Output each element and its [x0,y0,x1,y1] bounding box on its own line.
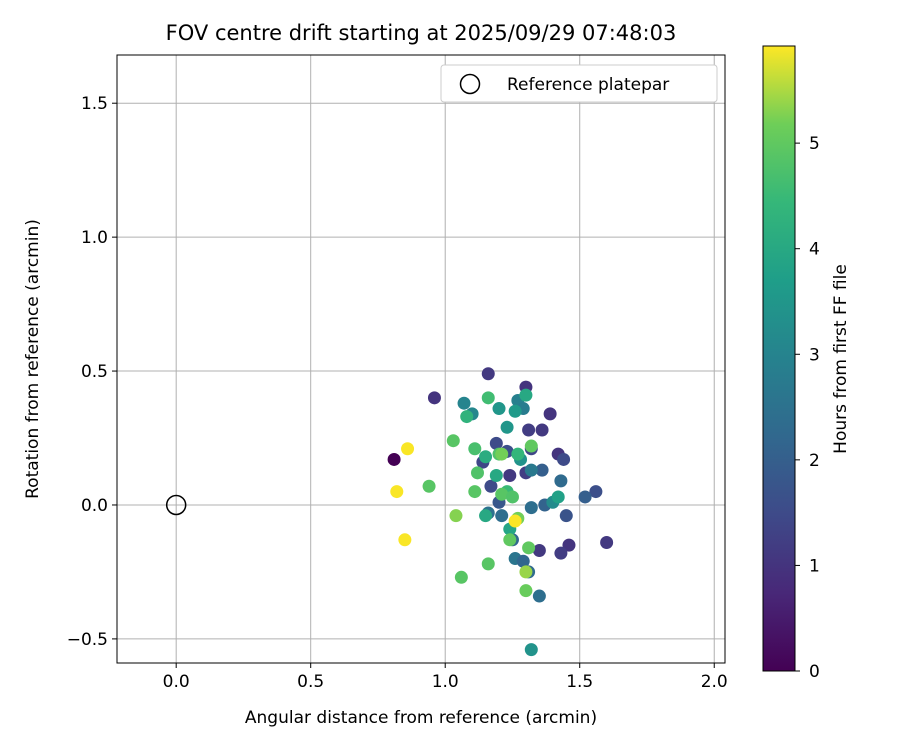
data-point [481,391,495,405]
data-point [589,485,603,499]
data-point [532,589,546,603]
data-point [484,479,498,493]
data-point [489,436,503,450]
data-point [495,487,509,501]
data-point [543,407,557,421]
data-points [387,367,614,657]
data-point [516,554,530,568]
data-point [535,463,549,477]
colorbar-tick-label: 0 [809,662,820,682]
data-point [503,533,517,547]
plot-background [117,55,725,663]
data-point [495,509,509,523]
grid-lines [117,55,725,663]
y-tick-label: 0.0 [81,496,108,516]
x-tick-label: 2.0 [701,672,728,692]
data-point [519,388,533,402]
data-point [524,439,538,453]
data-point [578,490,592,504]
plot-frame [116,54,726,664]
data-point [508,404,522,418]
data-point [481,367,495,381]
data-point [454,570,468,584]
x-axis-ticks: 0.0 0.5 1.0 1.5 2.0 [163,663,728,692]
y-tick-label: −0.5 [67,630,108,650]
colorbar-tick-label: 3 [809,345,820,365]
colorbar-label: Hours from first FF file [831,264,851,454]
y-axis-label: Rotation from reference (arcmin) [23,219,43,499]
data-point [524,643,538,657]
data-point [427,391,441,405]
data-point [446,434,460,448]
data-point [479,509,493,523]
x-axis-label: Angular distance from reference (arcmin) [245,708,597,728]
data-point [503,469,517,483]
data-point [468,485,482,499]
colorbar-gradient [762,45,796,672]
data-point [500,420,514,434]
data-point [532,544,546,558]
data-point [557,452,571,466]
data-point [600,535,614,549]
y-tick-label: 0.5 [81,362,108,382]
data-point [449,509,463,523]
data-point [505,490,519,504]
data-point [522,541,536,555]
reference-platepar-marker [165,494,187,516]
data-point [562,538,576,552]
data-point [398,533,412,547]
data-point [470,466,484,480]
data-point [524,501,538,515]
data-point [508,514,522,528]
data-point [535,423,549,437]
legend-reference-icon [459,73,481,95]
legend-box [440,64,718,103]
data-point [479,450,493,464]
plot-area [116,54,726,664]
data-point [468,442,482,456]
data-point [554,474,568,488]
data-point [524,463,538,477]
data-point [559,509,573,523]
data-point [457,396,471,410]
colorbar-ticks: 0 1 2 3 4 5 [795,134,820,682]
colorbar: 0 1 2 3 4 5 Hours from first FF file [762,45,851,682]
data-point [495,447,509,461]
data-point [551,490,565,504]
data-point [511,447,525,461]
data-point [519,565,533,579]
legend-entry-label: Reference platepar [507,75,669,95]
data-point [489,469,503,483]
y-tick-label: 1.5 [81,94,108,114]
data-point [460,410,474,424]
data-point [481,557,495,571]
data-point [422,479,436,493]
y-axis-ticks: −0.5 0.0 0.5 1.0 1.5 [67,94,117,650]
colorbar-tick-label: 2 [809,451,820,471]
data-point [390,485,404,499]
y-tick-label: 1.0 [81,228,108,248]
x-tick-label: 1.0 [432,672,459,692]
x-tick-label: 0.5 [297,672,324,692]
data-point [554,546,568,560]
x-tick-label: 0.0 [163,672,190,692]
legend: Reference platepar [440,64,718,103]
data-point [387,452,401,466]
data-point [401,442,415,456]
colorbar-tick-label: 5 [809,134,820,154]
data-point [522,423,536,437]
chart-title: FOV centre drift starting at 2025/09/29 … [166,21,677,45]
x-tick-label: 1.5 [566,672,593,692]
data-point [492,402,506,416]
data-point [519,584,533,598]
colorbar-tick-label: 1 [809,556,820,576]
colorbar-tick-label: 4 [809,240,820,260]
